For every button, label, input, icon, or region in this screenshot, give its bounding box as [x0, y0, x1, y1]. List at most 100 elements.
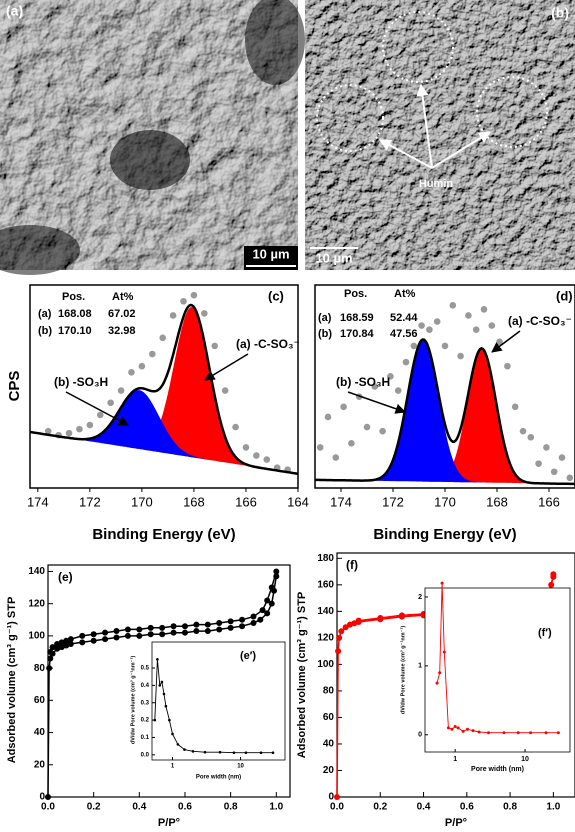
y-axis-title: Adsorbed volume (cm³ g⁻¹) STP — [296, 592, 308, 759]
table-header: Pos. — [344, 288, 367, 300]
data-point — [181, 623, 188, 630]
y-tick-label: 20 — [323, 765, 335, 776]
data-point — [159, 334, 166, 342]
plot-frame — [151, 641, 286, 761]
pore-shadow — [110, 130, 190, 190]
y-tick-label: 140 — [317, 606, 334, 617]
data-point — [268, 600, 275, 607]
data-point — [45, 794, 51, 800]
data-point — [504, 362, 511, 370]
data-point — [171, 732, 174, 736]
data-point — [113, 628, 120, 635]
y-axis-title: CPS — [6, 371, 23, 402]
y-tick-label: 80 — [323, 686, 335, 697]
x-tick-label: 1 — [171, 764, 175, 770]
table-cell: 32.98 — [108, 325, 136, 337]
data-point — [556, 731, 560, 735]
data-point — [418, 322, 425, 329]
data-point — [441, 342, 449, 350]
data-point — [147, 624, 154, 631]
data-point — [191, 750, 195, 753]
peak-label: (b) -SO₃H — [54, 375, 108, 389]
x-tick-label: 0.4 — [132, 802, 146, 813]
y-tick-label: 0.0 — [141, 752, 150, 758]
table-cell: 170.10 — [58, 325, 92, 337]
data-point — [502, 731, 506, 735]
data-point — [253, 452, 260, 459]
data-point — [410, 342, 418, 350]
micrograph-b: Humin (b) 10 µm — [305, 0, 575, 270]
table-cell: (a) — [318, 312, 332, 324]
x-tick-label: 0.2 — [373, 802, 387, 813]
data-point — [379, 427, 386, 435]
data-point — [58, 644, 65, 651]
data-point — [377, 614, 384, 621]
scale-bar-label: 10 µm — [252, 246, 289, 261]
data-point — [63, 642, 70, 649]
data-point — [334, 794, 340, 800]
y-tick-label: 100 — [28, 631, 45, 642]
x-tick-label: 0.6 — [178, 802, 192, 813]
data-point — [239, 623, 246, 630]
panel-label: (d) — [556, 288, 573, 303]
scale-bar-label: 10 µm — [315, 250, 352, 265]
panel-label: (e′) — [240, 650, 256, 662]
x-axis-title: Pore width (nm) — [196, 775, 241, 781]
arrow — [416, 83, 433, 169]
data-point — [257, 616, 264, 623]
data-point — [519, 427, 527, 435]
y-tick-label: 60 — [34, 695, 46, 706]
data-point — [232, 423, 239, 431]
y-axis-title: dV/dw Pore volume (cm³ g⁻¹nm⁻¹) — [399, 626, 406, 714]
data-point — [471, 729, 475, 733]
data-point — [158, 684, 162, 687]
y-tick-label: 180 — [317, 553, 334, 564]
y-tick-label: 0.4 — [141, 683, 150, 689]
panel-label: (e) — [58, 570, 73, 584]
panel-label: (b) — [551, 5, 569, 21]
data-point — [550, 573, 557, 580]
peak-area — [30, 390, 298, 474]
data-point — [86, 421, 94, 429]
data-point — [348, 440, 355, 447]
data-point — [90, 631, 97, 638]
table-cell: 67.02 — [108, 308, 136, 320]
x-tick-label: 10 — [521, 756, 529, 763]
x-tick-label: 0.6 — [460, 802, 474, 813]
data-point — [180, 297, 187, 305]
data-point — [204, 628, 211, 635]
table-cell: 170.84 — [340, 328, 375, 340]
y-tick-label: 40 — [34, 727, 46, 738]
data-point — [58, 639, 65, 646]
data-point — [488, 322, 496, 329]
panel-label: (a) — [6, 3, 23, 19]
data-point — [516, 731, 520, 735]
data-point — [136, 626, 143, 633]
x-tick-label: 1.0 — [546, 802, 560, 813]
x-tick-label: 172 — [79, 494, 101, 509]
data-point — [211, 342, 219, 350]
data-point — [124, 626, 131, 633]
humin-circle — [382, 11, 454, 83]
data-point — [558, 454, 566, 461]
data-point — [242, 444, 250, 451]
x-tick-label: 174 — [330, 494, 352, 509]
data-point — [232, 751, 236, 755]
table-header: Pos. — [62, 291, 85, 303]
data-point — [394, 387, 402, 394]
data-point — [46, 665, 53, 672]
peak-label: (a) -C-SO₃⁻ — [508, 314, 572, 328]
data-point — [76, 425, 83, 433]
data-point — [336, 634, 343, 641]
arrow — [378, 139, 433, 169]
annotation: Humin — [419, 178, 454, 190]
data-point — [446, 726, 450, 730]
y-axis-title: Adsorbed volume (cm³ g⁻¹) STP — [6, 597, 18, 764]
x-axis-title: P/P° — [158, 817, 180, 829]
data-point — [147, 631, 154, 638]
x-tick-label: 172 — [382, 494, 404, 509]
y-tick-label: 0 — [39, 792, 45, 803]
data-point — [435, 681, 439, 685]
x-tick-label: 1.0 — [269, 802, 283, 813]
